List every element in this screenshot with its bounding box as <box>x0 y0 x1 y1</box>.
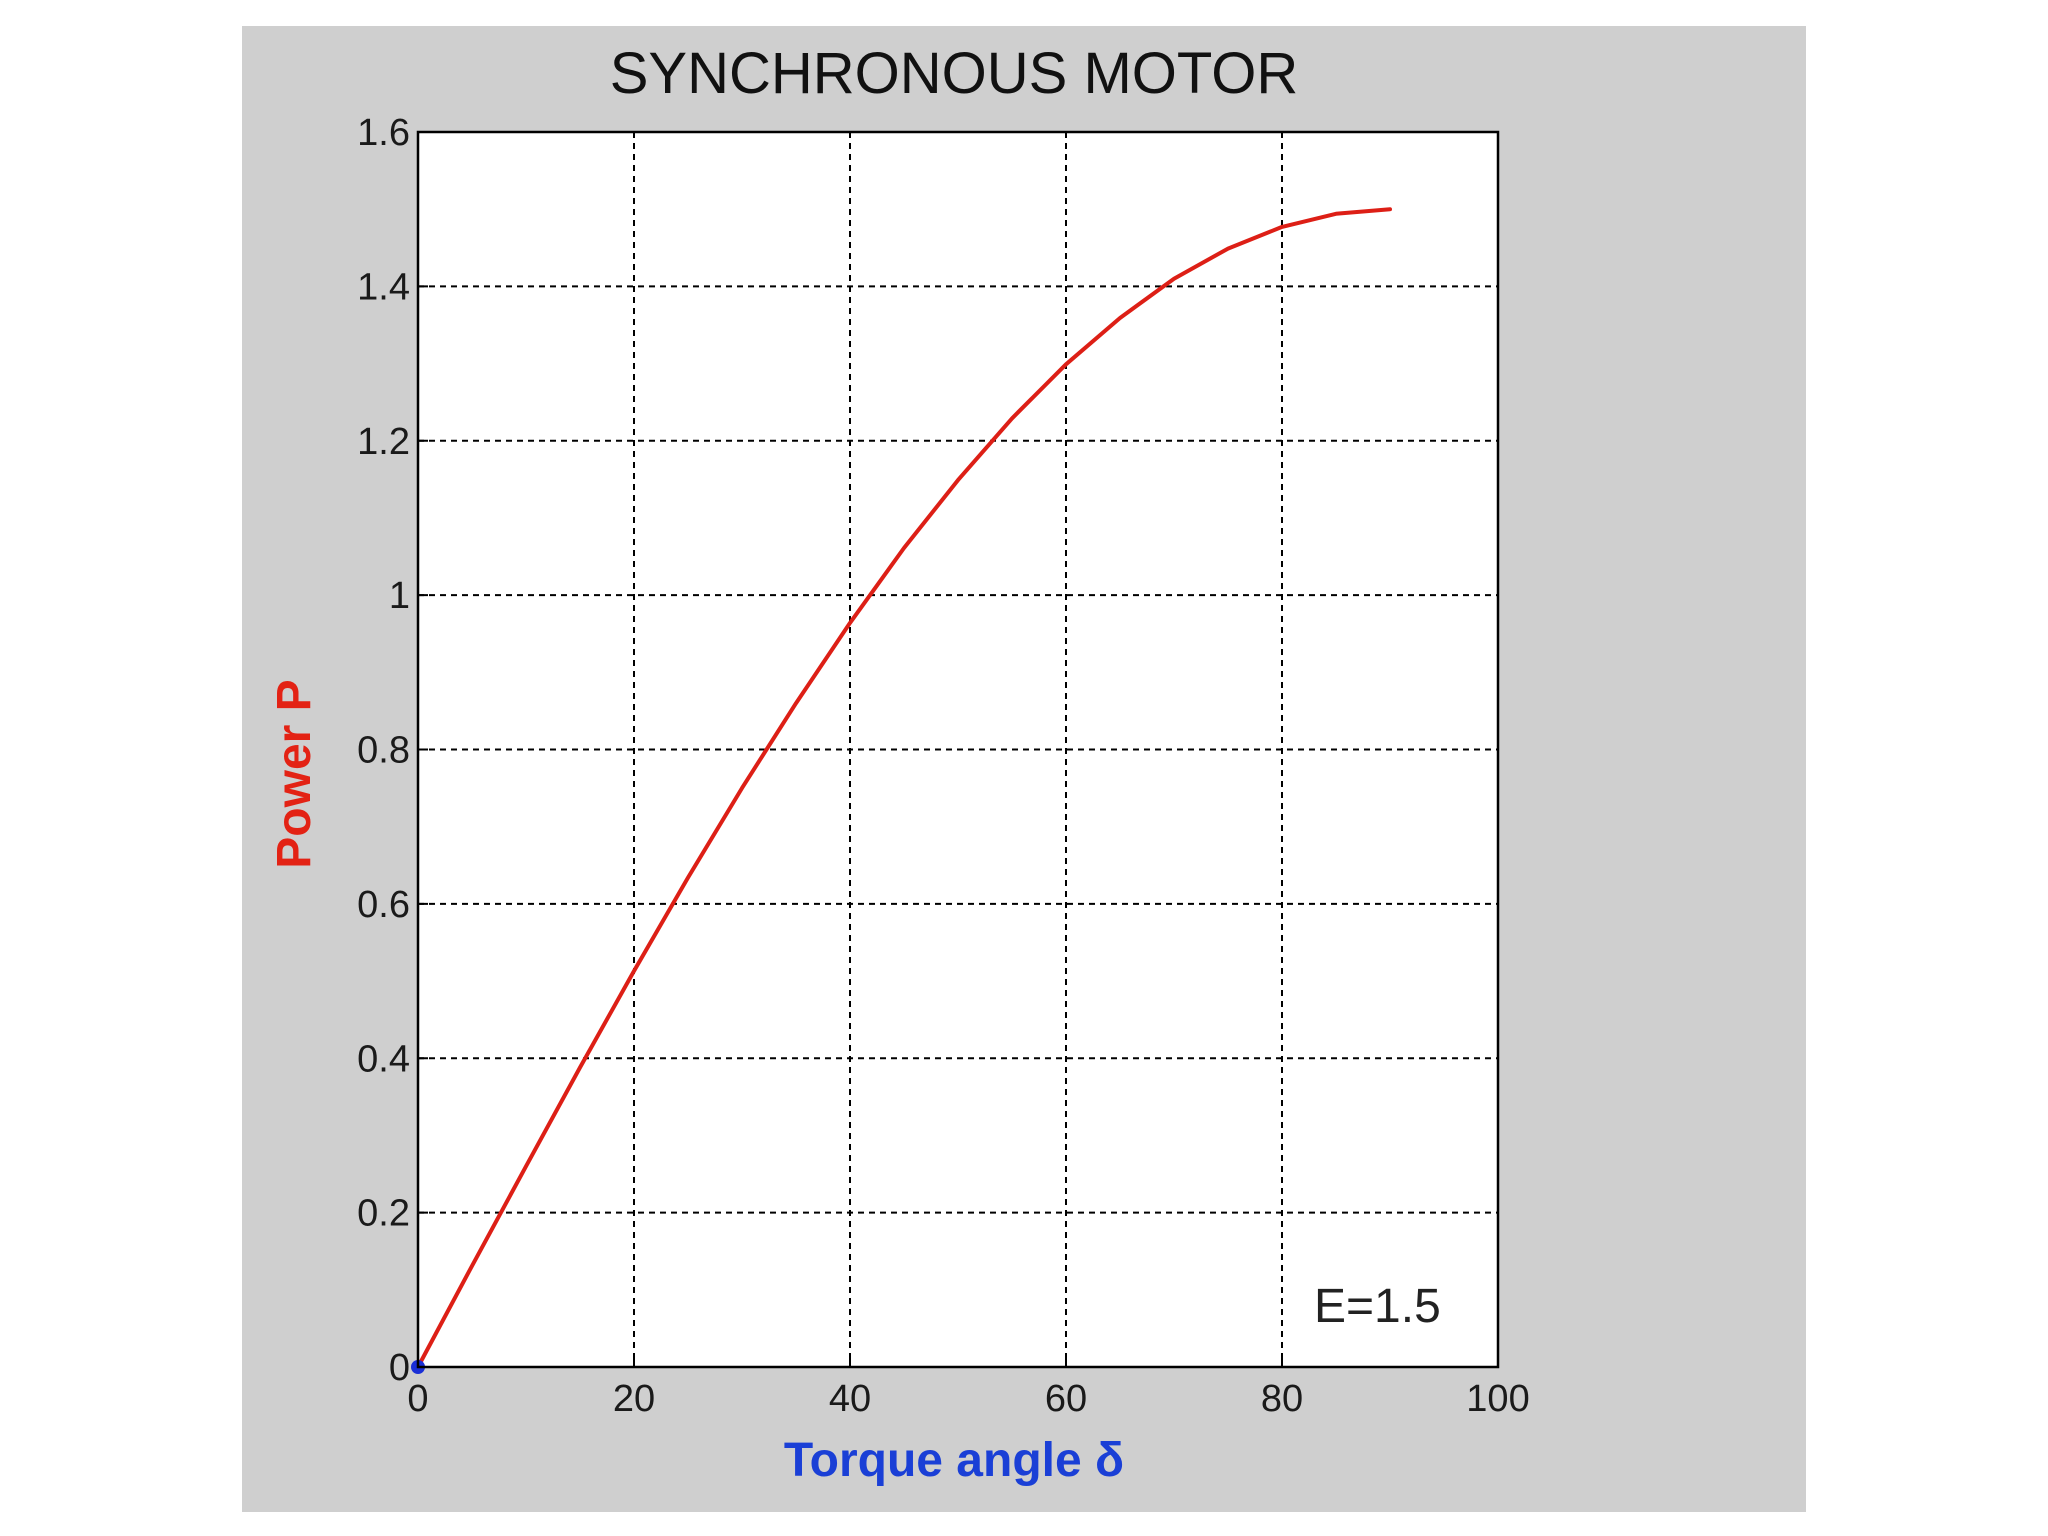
x-tick-label: 20 <box>613 1378 655 1420</box>
y-tick-label: 0.8 <box>357 730 410 772</box>
y-tick-label: 1.6 <box>357 112 410 154</box>
x-tick-label: 80 <box>1261 1378 1303 1420</box>
y-tick-label: 1 <box>389 575 410 617</box>
grid <box>418 132 1498 1367</box>
series-line <box>416 207 1392 1369</box>
y-tick-label: 0.6 <box>357 884 410 926</box>
x-tick-label: 100 <box>1466 1378 1529 1420</box>
annotation-label: E=1.5 <box>1314 1280 1441 1333</box>
y-axis-label: Power P <box>268 679 321 868</box>
x-ticks: 0 20 40 60 80 100 <box>407 1357 1530 1420</box>
y-tick-label: 1.2 <box>357 421 410 463</box>
x-axis-label: Torque angle δ <box>784 1434 1124 1487</box>
y-tick-label: 0.2 <box>357 1193 410 1235</box>
x-tick-label: 40 <box>829 1378 871 1420</box>
y-ticks: 0 0.2 0.4 0.6 0.8 1 1.2 1.4 1.6 <box>357 112 428 1389</box>
y-tick-label: 1.4 <box>357 266 410 308</box>
x-tick-label: 0 <box>407 1378 428 1420</box>
y-tick-label: 0 <box>389 1347 410 1389</box>
x-tick-label: 60 <box>1045 1378 1087 1420</box>
chart-title: SYNCHRONOUS MOTOR <box>610 41 1299 106</box>
y-tick-label: 0.4 <box>357 1038 410 1080</box>
